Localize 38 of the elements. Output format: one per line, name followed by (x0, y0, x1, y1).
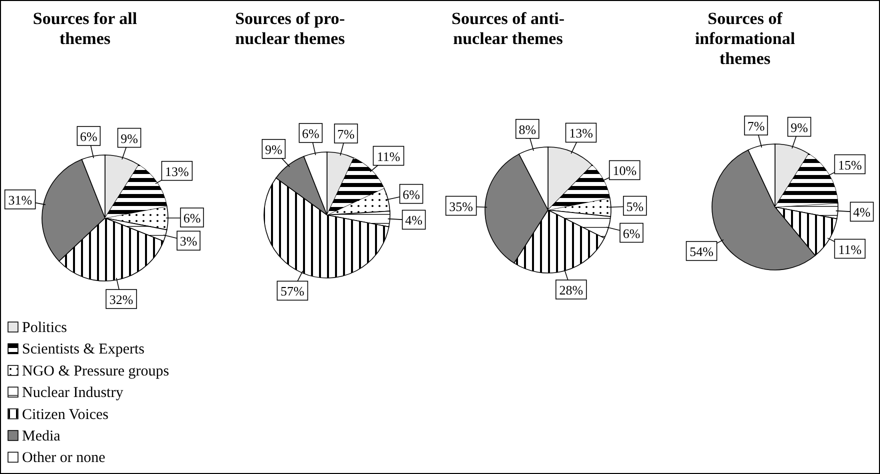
data-label: 6% (183, 210, 201, 226)
data-label: 3% (180, 234, 198, 249)
data-label: 31% (8, 192, 32, 208)
data-label: 11% (838, 242, 862, 257)
data-label: 57% (280, 284, 305, 299)
data-label: 7% (337, 126, 355, 142)
data-label: 5% (626, 198, 644, 214)
data-label: 9% (790, 120, 808, 135)
chart-title: Sources of informational themes (694, 9, 796, 68)
data-label: 13% (165, 164, 190, 179)
data-label: 35% (449, 198, 474, 214)
data-label: 54% (690, 244, 714, 259)
legend-label: NGO & Pressure groups (22, 363, 170, 380)
chart-title: Sources of pro-nuclear themes (235, 9, 346, 48)
legend-label: Nuclear Industry (22, 385, 124, 402)
data-label: 13% (569, 126, 594, 141)
data-label: 28% (559, 282, 584, 298)
data-label: 9% (120, 130, 138, 146)
data-label: 6% (402, 186, 420, 202)
legend-label: Citizen Voices (22, 406, 109, 423)
legend-label: Media (22, 428, 61, 444)
data-label: 4% (405, 212, 423, 228)
data-label: 6% (622, 226, 640, 241)
data-label: 32% (109, 292, 134, 308)
data-label: 15% (838, 157, 862, 172)
chart-title: Sources for all themes (32, 9, 138, 48)
data-label: 6% (80, 128, 98, 144)
legend-label: Scientists & Experts (22, 342, 145, 358)
data-label: 7% (747, 118, 765, 134)
legend-label: Politics (22, 320, 68, 336)
legend-label: Other or none (22, 450, 106, 466)
data-label: 10% (612, 163, 637, 178)
data-label: 6% (302, 126, 320, 141)
chart-title: Sources of anti-nuclear themes (451, 9, 565, 48)
data-label: 9% (265, 142, 283, 157)
data-label: 4% (853, 204, 871, 220)
data-label: 11% (376, 148, 400, 164)
data-label: 8% (518, 122, 536, 137)
